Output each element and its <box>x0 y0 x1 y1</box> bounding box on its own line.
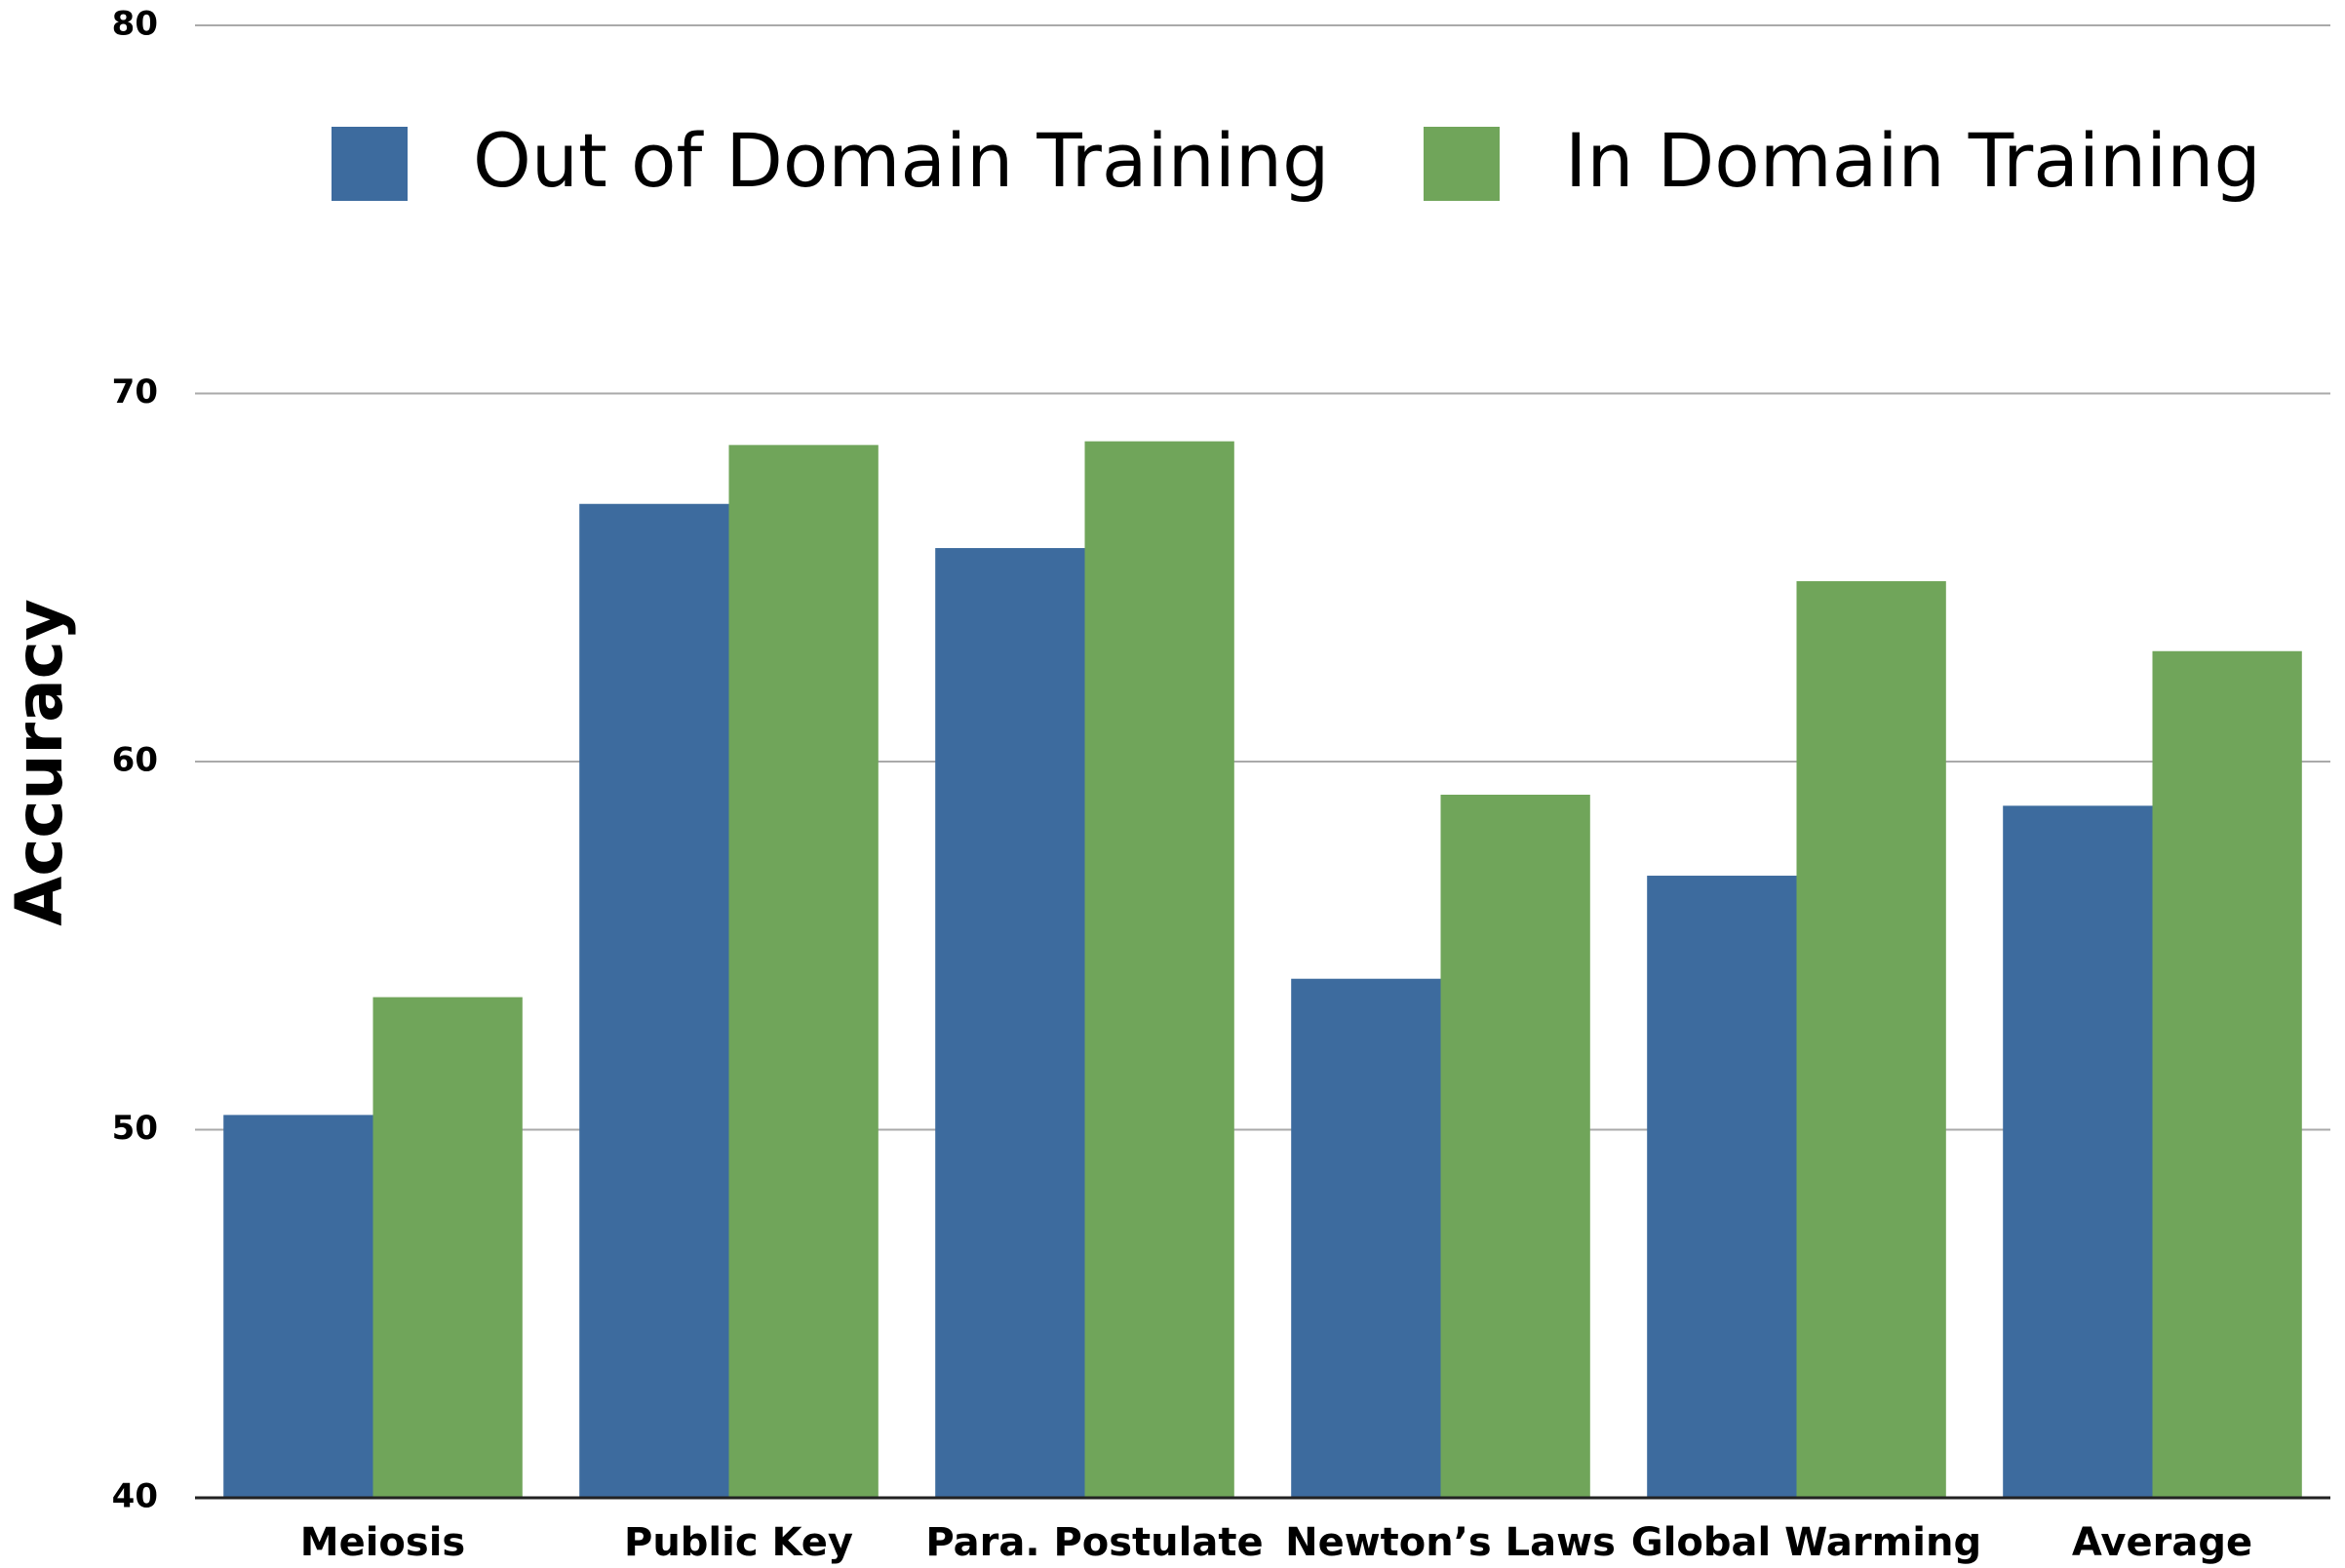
x-tick-label: Average <box>2072 1520 2252 1565</box>
y-tick-label: 40 <box>112 1477 158 1516</box>
bar <box>223 1115 373 1498</box>
legend-swatch <box>1424 127 1500 201</box>
x-tick-label: Para. Postulate <box>925 1520 1263 1565</box>
bar <box>579 503 729 1498</box>
bar <box>1084 441 1234 1499</box>
legend-label: In Domain Training <box>1565 117 2261 204</box>
bar <box>1647 876 1797 1498</box>
legend-swatch <box>332 127 408 201</box>
x-tick-label: Public Key <box>624 1520 853 1565</box>
y-tick-label: 80 <box>112 5 158 44</box>
y-axis-label: Accuracy <box>2 599 77 926</box>
bar <box>1440 794 1590 1498</box>
bar <box>2152 650 2302 1498</box>
bar <box>935 548 1085 1498</box>
bar <box>728 445 879 1499</box>
bar <box>1291 978 1441 1498</box>
y-tick-label: 60 <box>112 741 158 780</box>
legend-label: Out of Domain Training <box>473 117 1329 204</box>
bar <box>372 997 523 1498</box>
bar <box>1796 581 1946 1498</box>
y-tick-label: 50 <box>112 1109 158 1148</box>
x-tick-label: Meiosis <box>300 1520 465 1565</box>
x-tick-label: Global Warming <box>1631 1520 1981 1565</box>
y-tick-label: 70 <box>112 372 158 412</box>
x-tick-label: Newton’s Laws <box>1285 1520 1616 1565</box>
bar <box>2003 805 2153 1498</box>
